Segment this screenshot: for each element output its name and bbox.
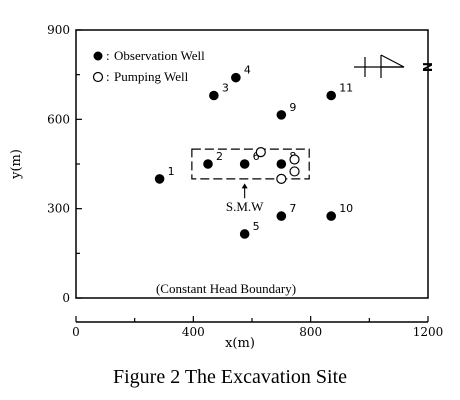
observation-well-label: 9 (289, 101, 296, 114)
y-tick-label: 600 (47, 112, 70, 126)
observation-well-marker (203, 159, 213, 169)
observation-wells: 1234567891011 (154, 64, 353, 239)
excavation-box (191, 148, 310, 180)
observation-well-marker (276, 110, 287, 120)
observation-well-marker (209, 90, 219, 101)
pumping-wells (255, 146, 300, 184)
observation-well-marker (231, 72, 241, 83)
observation-well-marker (276, 211, 287, 221)
observation-well-label: 5 (253, 220, 260, 233)
y-axis-label: y(m) (9, 149, 24, 180)
pumping-well-marker (289, 166, 300, 177)
observation-well-marker (239, 159, 250, 169)
boundary-label: (Constant Head Boundary) (156, 281, 296, 296)
pumping-well-marker (255, 146, 266, 158)
north-arrow-icon: N (354, 54, 434, 78)
observation-well-label: 1 (168, 165, 175, 178)
smw-label: S.M.W (226, 199, 264, 214)
legend-pumping-colon: : (106, 69, 110, 84)
smw-arrow-icon (241, 183, 248, 199)
legend-observation-marker (93, 51, 103, 61)
legend-observation-label: Observation Well (114, 48, 205, 63)
x-tick-label: 400 (182, 325, 205, 339)
y-tick-label: 300 (47, 202, 70, 216)
legend-observation-colon: : (106, 48, 110, 63)
observation-well-marker (326, 211, 337, 221)
x-tick-label: 0 (72, 325, 80, 339)
legend-pumping-label: Pumping Well (114, 69, 189, 84)
observation-well-label: 6 (253, 150, 260, 163)
y-tick-label: 0 (62, 291, 70, 305)
observation-well-label: 7 (289, 202, 296, 215)
figure-caption: Figure 2 The Excavation Site (112, 366, 348, 388)
x-axis-label: x(m) (225, 336, 255, 351)
observation-well-label: 10 (339, 202, 353, 215)
pumping-well-marker (276, 173, 287, 184)
observation-well-marker (239, 229, 250, 239)
y-tick-label: 900 (47, 23, 70, 37)
legend-pumping-marker (92, 71, 104, 83)
observation-well-marker (326, 90, 337, 101)
observation-well-label: 4 (244, 64, 251, 77)
x-tick-label: 1200 (413, 325, 444, 339)
observation-well-label: 3 (222, 82, 229, 95)
observation-well-marker (276, 159, 287, 169)
legend: : Observation Well : Pumping Well (92, 48, 205, 84)
observation-well-label: 2 (216, 150, 223, 163)
north-label: N (420, 62, 434, 72)
observation-well-marker (154, 174, 165, 184)
x-axis: 0 400 800 1200 (72, 316, 443, 339)
y-axis: 0 300 600 900 (47, 23, 82, 305)
observation-well-label: 11 (339, 82, 353, 95)
x-tick-label: 800 (299, 325, 322, 339)
pumping-well-marker (289, 154, 300, 165)
